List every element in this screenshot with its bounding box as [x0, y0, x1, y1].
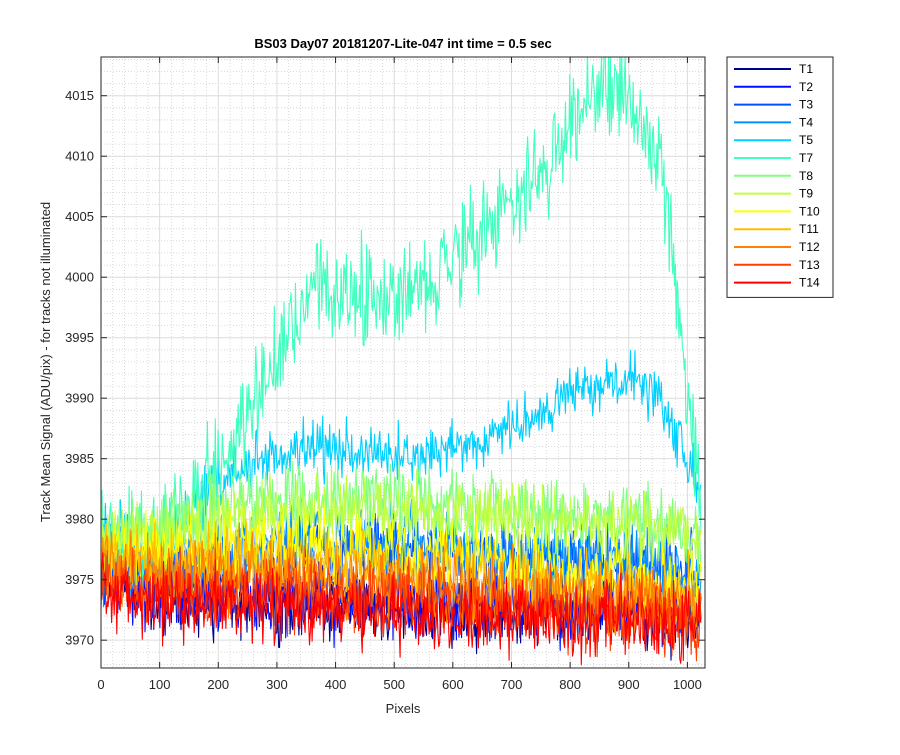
- legend-box: [726, 56, 834, 298]
- y-axis-label: Track Mean Signal (ADU/pix) - for tracks…: [38, 202, 53, 522]
- x-tick-label: 0: [97, 677, 104, 692]
- x-tick-label: 500: [383, 677, 405, 692]
- legend-label-t10: T10: [799, 204, 820, 218]
- axis-ticks: 0 100 200 300 400 500 600 700 800 900 1000 3970 3975…: [65, 57, 705, 692]
- y-tick-label: 3985: [65, 451, 94, 466]
- x-tick-label: 200: [207, 677, 229, 692]
- x-tick-label: 1000: [673, 677, 702, 692]
- legend-label-t12: T12: [799, 240, 820, 254]
- series-layer: [101, 57, 702, 666]
- plot-frame: [100, 56, 706, 669]
- y-tick-label: 4005: [65, 209, 94, 224]
- y-tick-label: 4000: [65, 270, 94, 285]
- y-tick-label: 3980: [65, 512, 94, 527]
- series-line-t9: [101, 465, 702, 581]
- series-line-t7: [101, 57, 702, 595]
- legend-label-t2: T2: [799, 80, 813, 94]
- y-tick-label: 3970: [65, 633, 94, 648]
- x-tick-label: 900: [618, 677, 640, 692]
- x-tick-label: 400: [325, 677, 347, 692]
- legend: T1 T2 T3 T4 T5 T7 T8 T9 T10 T11 T12 T13 T14: [726, 56, 834, 298]
- series-line-t14: [101, 552, 702, 666]
- y-tick-label: 4015: [65, 88, 94, 103]
- legend-label-t5: T5: [799, 133, 813, 147]
- x-tick-label: 100: [149, 677, 171, 692]
- legend-label-t14: T14: [799, 276, 820, 290]
- y-tick-label: 3975: [65, 572, 94, 587]
- x-tick-label: 700: [501, 677, 523, 692]
- chart-title: BS03 Day07 20181207-Lite-047 int time = …: [254, 36, 551, 51]
- y-tick-label: 3990: [65, 391, 94, 406]
- x-axis-label: Pixels: [386, 701, 421, 716]
- y-tick-label: 3995: [65, 330, 94, 345]
- legend-label-t8: T8: [799, 169, 813, 183]
- legend-label-t9: T9: [799, 187, 813, 201]
- legend-label-t1: T1: [799, 62, 813, 76]
- legend-label-t7: T7: [799, 151, 813, 165]
- x-tick-label: 800: [559, 677, 581, 692]
- legend-label-t13: T13: [799, 258, 820, 272]
- legend-label-t11: T11: [799, 222, 819, 236]
- x-tick-label: 300: [266, 677, 288, 692]
- legend-label-t4: T4: [799, 115, 813, 129]
- x-tick-label: 600: [442, 677, 464, 692]
- legend-label-t3: T3: [799, 98, 813, 112]
- y-tick-label: 4010: [65, 149, 94, 164]
